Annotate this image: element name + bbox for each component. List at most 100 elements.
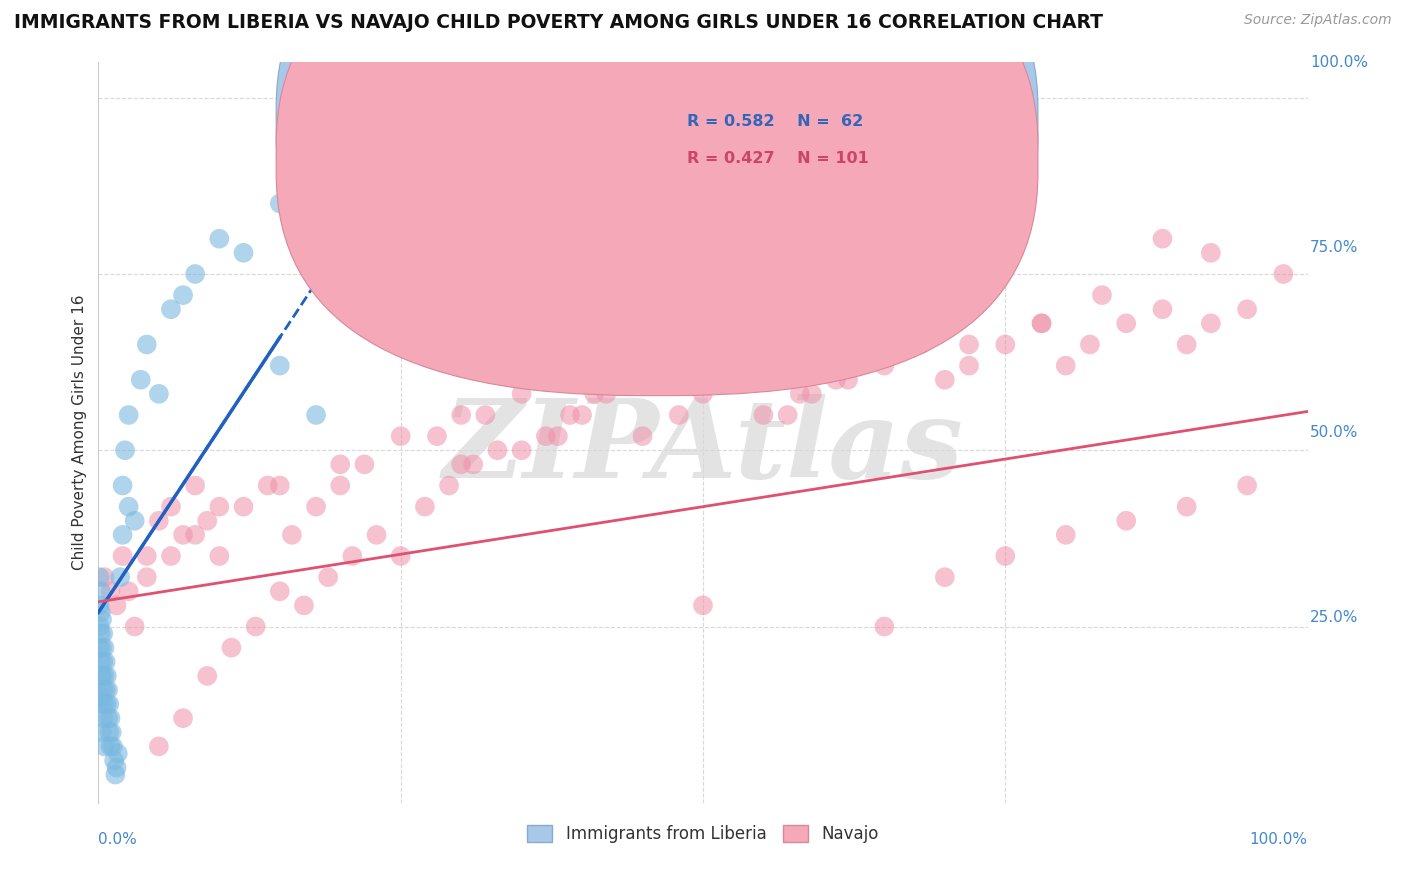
Point [655,359,678,373]
Point [450,458,472,472]
Point [148,514,170,528]
Point [607,373,630,387]
Text: ZIPAtlas: ZIPAtlas [443,393,963,501]
Point [305,500,328,514]
Point [90,584,112,599]
Point [849,359,872,373]
Point [111,549,134,563]
Point [631,429,654,443]
Point [89,640,111,655]
Point [103,754,125,768]
Point [510,443,533,458]
Point [135,337,157,351]
Point [89,570,111,584]
Point [160,302,183,317]
Point [752,408,775,422]
Point [366,528,388,542]
Point [1054,359,1077,373]
Point [208,500,231,514]
Point [90,606,112,620]
Point [89,599,111,613]
FancyBboxPatch shape [276,0,1038,359]
Point [91,626,114,640]
Point [1175,337,1198,351]
Point [90,690,112,704]
Point [1078,337,1101,351]
Text: R = 0.427    N = 101: R = 0.427 N = 101 [688,151,869,166]
Text: 25.0%: 25.0% [1310,610,1358,625]
Point [1152,302,1174,317]
Point [269,478,291,492]
Point [329,458,352,472]
Point [1031,316,1053,330]
Point [716,373,738,387]
Text: 75.0%: 75.0% [1310,240,1358,255]
Text: 100.0%: 100.0% [1310,55,1368,70]
Point [90,655,112,669]
Point [91,640,114,655]
Point [474,408,496,422]
Point [316,570,339,584]
Legend: Immigrants from Liberia, Navajo: Immigrants from Liberia, Navajo [520,819,886,850]
Point [1272,267,1295,281]
Point [1031,316,1053,330]
Point [91,669,114,683]
Point [813,359,835,373]
Point [94,683,117,698]
Point [1115,316,1137,330]
Point [208,549,231,563]
Point [195,669,218,683]
Point [172,528,194,542]
Point [195,514,218,528]
Point [825,373,848,387]
Point [692,599,714,613]
Point [558,408,581,422]
Point [837,373,859,387]
Point [100,711,122,725]
Point [129,373,152,387]
Point [776,408,799,422]
Point [692,387,714,401]
Point [389,302,412,317]
Point [184,478,207,492]
Point [184,528,207,542]
Point [91,697,114,711]
Point [90,626,112,640]
Point [160,500,183,514]
Point [305,161,328,176]
Point [135,570,157,584]
Point [583,387,606,401]
Point [148,387,170,401]
Text: R = 0.582    N =  62: R = 0.582 N = 62 [688,114,863,129]
Point [389,429,412,443]
Point [437,478,460,492]
Point [118,500,141,514]
Point [93,697,115,711]
Point [148,739,170,754]
Text: IMMIGRANTS FROM LIBERIA VS NAVAJO CHILD POVERTY AMONG GIRLS UNDER 16 CORRELATION: IMMIGRANTS FROM LIBERIA VS NAVAJO CHILD … [14,13,1104,32]
FancyBboxPatch shape [276,0,1038,395]
Point [631,337,654,351]
Point [94,655,117,669]
Point [172,288,194,302]
Point [450,408,472,422]
Point [704,316,727,330]
Point [97,683,120,698]
Point [101,739,124,754]
Point [752,373,775,387]
Point [89,619,111,633]
Point [91,655,114,669]
Point [547,429,569,443]
Text: 50.0%: 50.0% [1310,425,1358,440]
Point [934,570,956,584]
Point [98,725,121,739]
Point [100,739,122,754]
Point [100,584,122,599]
Point [269,359,291,373]
Point [910,337,932,351]
Point [111,478,134,492]
Point [124,619,146,633]
Point [292,599,315,613]
Text: 0.0%: 0.0% [98,832,138,847]
Point [221,640,243,655]
